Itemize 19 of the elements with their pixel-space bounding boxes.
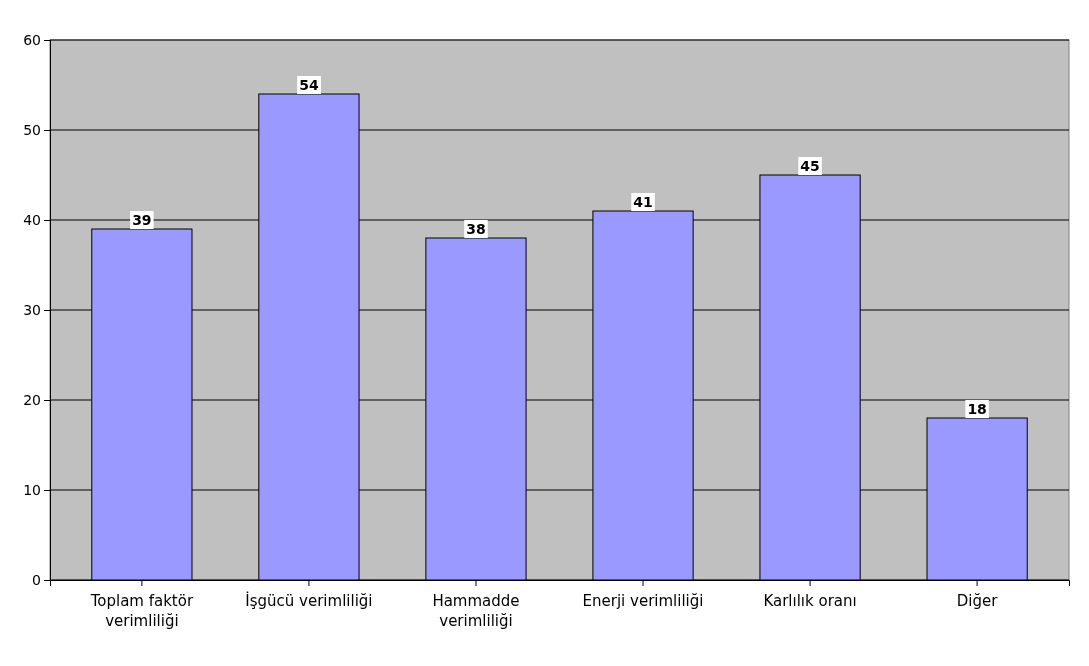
x-tick-label: Enerji verimliliği <box>582 592 704 610</box>
x-tick-label: Karlılık oranı <box>763 592 857 610</box>
data-label: 41 <box>633 194 653 210</box>
data-label: 54 <box>299 77 319 93</box>
x-tick-label: Hammadde verimliliği <box>432 592 520 630</box>
y-tick-label: 40 <box>23 211 41 228</box>
data-label: 38 <box>466 221 486 237</box>
y-tick-label: 10 <box>23 481 41 498</box>
x-tick-label: Diğer <box>956 592 999 610</box>
x-tick-label: Toplam faktör verimliliği <box>89 592 194 630</box>
data-label: 45 <box>800 158 820 174</box>
x-tick-label: İşgücü verimliliği <box>245 591 373 610</box>
y-tick-label: 50 <box>23 121 41 138</box>
data-label: 39 <box>132 212 152 228</box>
y-tick-label: 30 <box>23 301 41 318</box>
y-tick-label: 60 <box>23 31 41 48</box>
data-label: 18 <box>967 401 987 417</box>
y-tick-label: 0 <box>32 571 41 588</box>
y-tick-label: 20 <box>23 391 41 408</box>
